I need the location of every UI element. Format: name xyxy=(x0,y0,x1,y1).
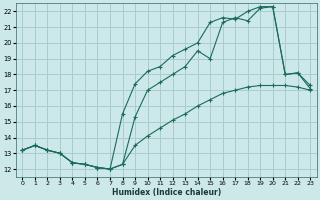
X-axis label: Humidex (Indice chaleur): Humidex (Indice chaleur) xyxy=(112,188,221,197)
